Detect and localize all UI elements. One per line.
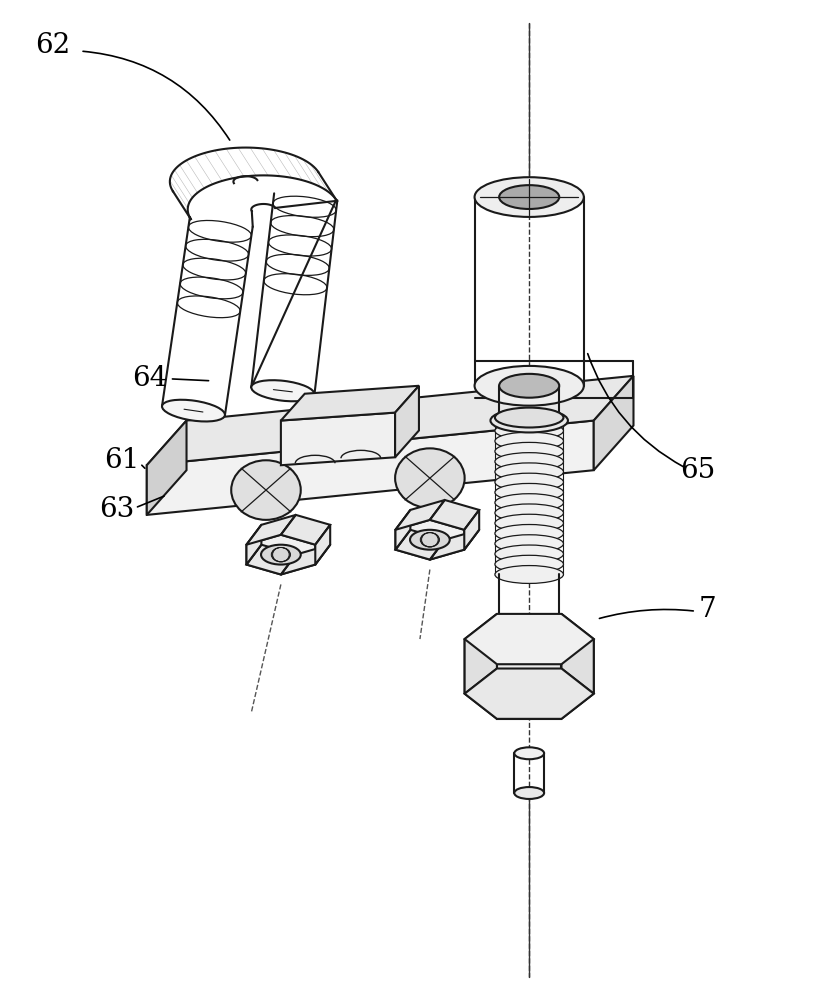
Text: 61: 61: [104, 447, 140, 474]
Polygon shape: [464, 614, 593, 664]
Polygon shape: [561, 614, 593, 694]
Polygon shape: [430, 530, 479, 560]
Polygon shape: [247, 545, 296, 574]
Polygon shape: [561, 639, 593, 719]
Polygon shape: [281, 413, 395, 465]
Polygon shape: [464, 669, 593, 719]
Polygon shape: [147, 421, 187, 515]
Text: 65: 65: [681, 457, 716, 484]
Polygon shape: [247, 525, 261, 565]
Ellipse shape: [495, 453, 563, 471]
Polygon shape: [464, 639, 497, 719]
Ellipse shape: [499, 185, 559, 209]
Polygon shape: [281, 386, 419, 421]
Ellipse shape: [495, 408, 563, 427]
Ellipse shape: [499, 374, 559, 398]
Ellipse shape: [495, 566, 563, 583]
Ellipse shape: [495, 514, 563, 532]
Polygon shape: [395, 386, 419, 457]
Ellipse shape: [495, 504, 563, 522]
Text: 62: 62: [35, 32, 70, 59]
Ellipse shape: [495, 483, 563, 501]
Ellipse shape: [495, 524, 563, 542]
Ellipse shape: [410, 530, 450, 550]
Ellipse shape: [252, 380, 315, 401]
Polygon shape: [316, 525, 330, 565]
Ellipse shape: [491, 409, 568, 432]
Ellipse shape: [495, 473, 563, 491]
Polygon shape: [395, 510, 410, 550]
Ellipse shape: [495, 545, 563, 563]
Ellipse shape: [495, 555, 563, 573]
Ellipse shape: [162, 400, 225, 421]
Polygon shape: [593, 376, 634, 470]
Ellipse shape: [515, 747, 544, 759]
Polygon shape: [464, 614, 497, 694]
Ellipse shape: [515, 787, 544, 799]
Ellipse shape: [495, 463, 563, 481]
Polygon shape: [395, 520, 464, 560]
Polygon shape: [281, 545, 330, 574]
Ellipse shape: [495, 442, 563, 460]
Polygon shape: [497, 664, 561, 719]
Polygon shape: [464, 510, 479, 550]
Ellipse shape: [495, 412, 563, 429]
Ellipse shape: [495, 422, 563, 440]
Polygon shape: [395, 500, 445, 530]
Ellipse shape: [261, 545, 301, 565]
Text: 7: 7: [699, 596, 717, 623]
Polygon shape: [147, 421, 593, 515]
Ellipse shape: [395, 448, 464, 508]
Ellipse shape: [495, 432, 563, 450]
Text: 64: 64: [132, 365, 168, 392]
Polygon shape: [430, 500, 479, 530]
Polygon shape: [395, 530, 445, 560]
Text: 63: 63: [99, 496, 135, 523]
Ellipse shape: [495, 535, 563, 553]
Ellipse shape: [231, 460, 301, 520]
Polygon shape: [247, 515, 296, 545]
Polygon shape: [147, 376, 634, 465]
Ellipse shape: [495, 494, 563, 512]
Ellipse shape: [474, 366, 584, 406]
Ellipse shape: [474, 177, 584, 217]
Polygon shape: [247, 535, 316, 574]
Polygon shape: [281, 515, 330, 545]
